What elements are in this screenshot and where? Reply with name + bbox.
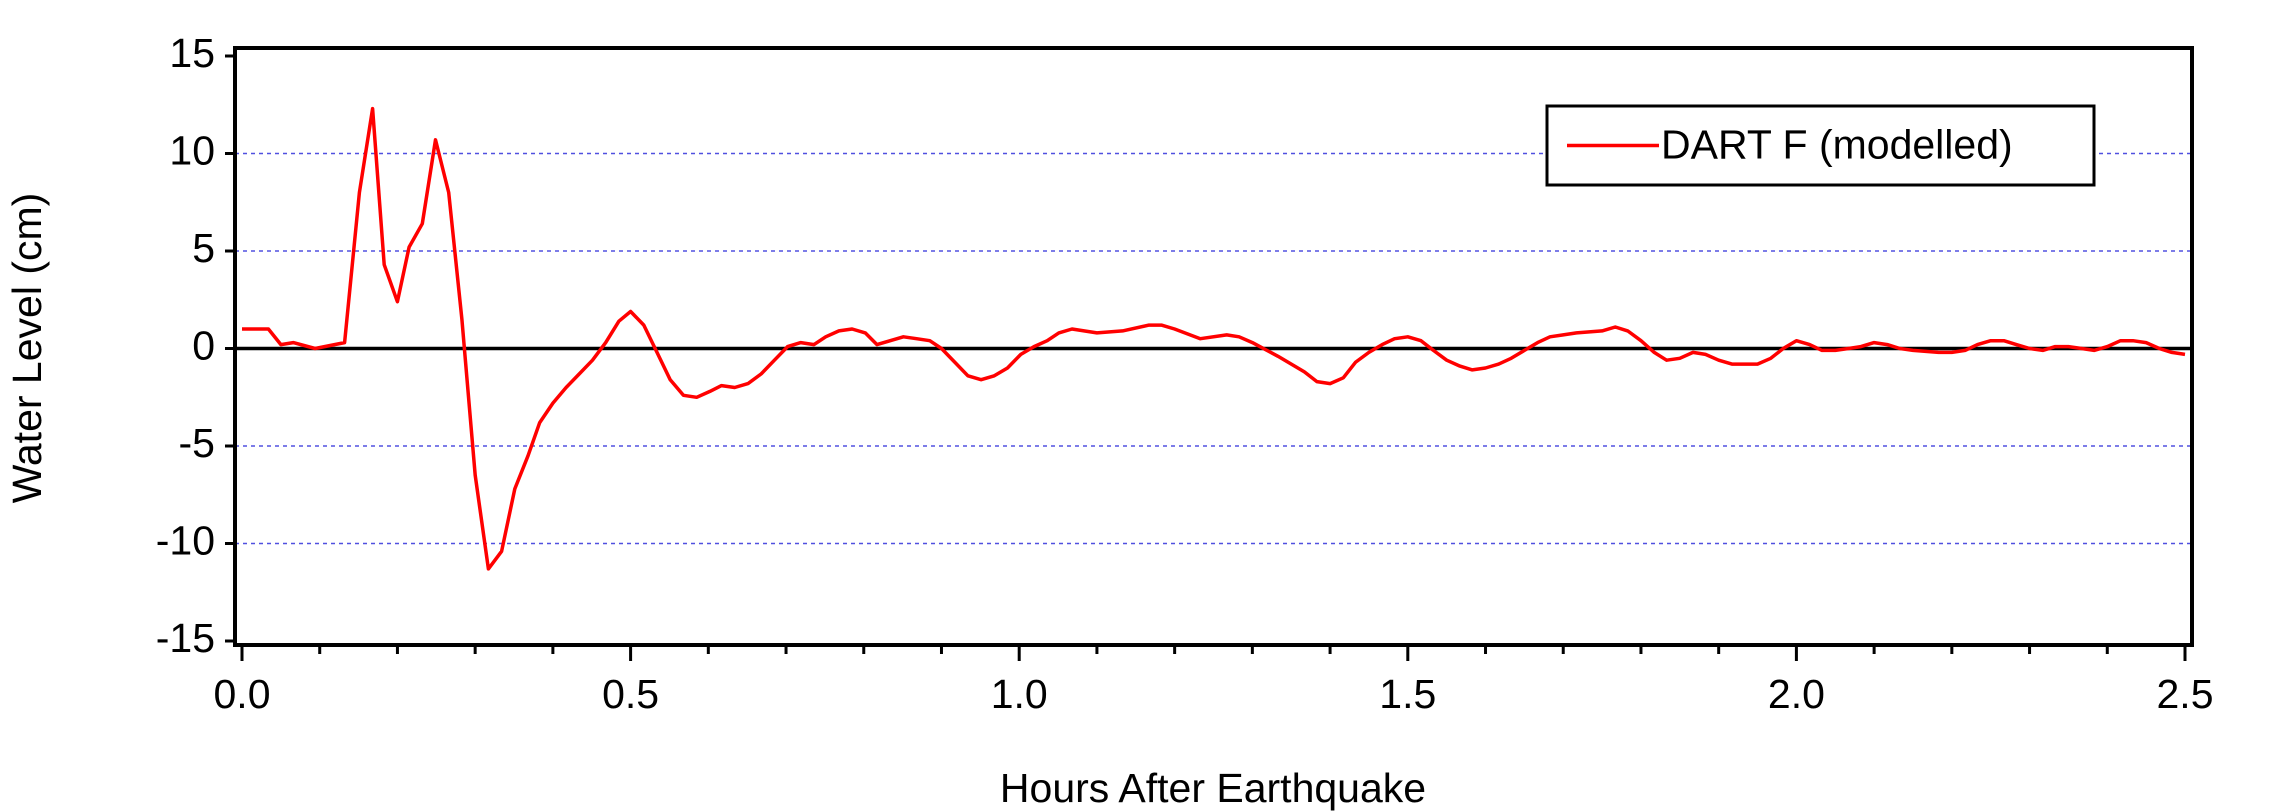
x-tick-label: 2.5: [2157, 671, 2214, 717]
y-tick-label: 15: [169, 30, 215, 76]
y-tick-label: -5: [179, 420, 215, 466]
plot-frame: [233, 46, 2194, 647]
x-tick-label: 0.0: [214, 671, 271, 717]
x-tick-label: 0.5: [602, 671, 659, 717]
data-line: [242, 106, 2186, 571]
x-tick-label: 1.0: [991, 671, 1048, 717]
y-tick-label: 10: [169, 127, 215, 173]
y-tick-label: -10: [156, 517, 215, 563]
legend-label: DART F (modelled): [1661, 121, 2013, 167]
x-tick-label: 2.0: [1768, 671, 1825, 717]
x-axis-title: Hours After Earthquake: [1000, 765, 1426, 811]
y-tick-label: -15: [156, 615, 215, 661]
x-tick-label: 1.5: [1379, 671, 1436, 717]
y-tick-label: 5: [192, 225, 215, 271]
y-tick-label: 0: [192, 322, 215, 368]
y-axis-title: Water Level (cm): [4, 193, 50, 504]
